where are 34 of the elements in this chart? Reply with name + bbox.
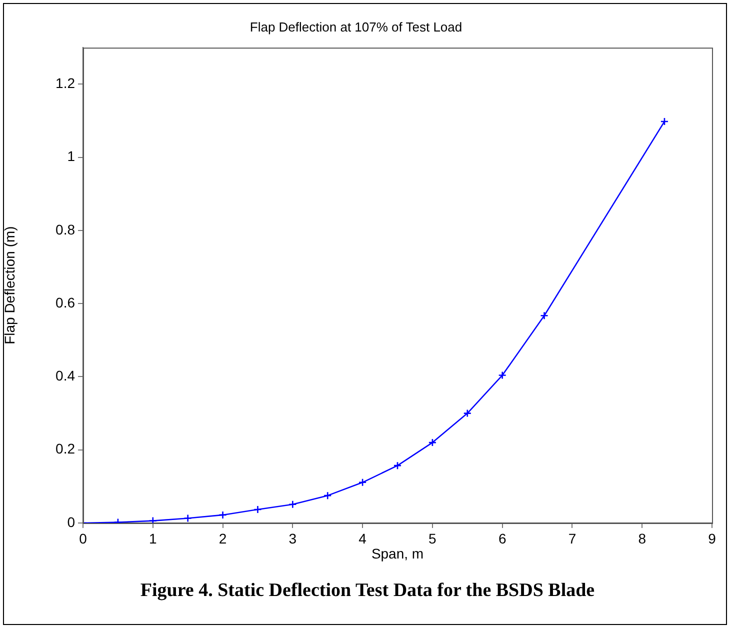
y-tick-label: 0.2 xyxy=(56,440,76,457)
y-tick-label: 0.6 xyxy=(56,294,76,310)
y-tick-label: 0.4 xyxy=(56,368,76,384)
x-tick-label: 3 xyxy=(288,530,297,546)
x-tick-label: 6 xyxy=(498,530,506,546)
x-tick-label: 7 xyxy=(568,530,576,546)
y-tick-label: 0 xyxy=(67,514,76,530)
point xyxy=(428,438,437,447)
x-tick-label: 9 xyxy=(708,530,716,546)
x-tick-label: 4 xyxy=(358,530,367,546)
point xyxy=(254,505,262,514)
y-tick-label: 1.2 xyxy=(56,75,76,92)
chart-title: Flap Deflection at 107% of Test Load xyxy=(250,19,462,34)
y-tick-label: 0.8 xyxy=(56,221,76,238)
point xyxy=(498,371,506,380)
point xyxy=(463,409,472,418)
x-axis-title: Span, m xyxy=(371,545,424,562)
x-tick-label: 0 xyxy=(79,530,88,546)
caption: Figure 4. Static Deflection Test Data for the BSDS Blade xyxy=(139,580,596,602)
x-tick-label: 1 xyxy=(148,530,157,546)
y-axis-title: Flap Deflection (m) xyxy=(1,226,18,344)
point xyxy=(323,491,332,500)
point xyxy=(288,500,297,508)
point xyxy=(660,117,669,126)
point xyxy=(148,516,158,523)
point xyxy=(393,461,402,470)
point xyxy=(218,510,227,520)
y-tick-label: 1 xyxy=(67,148,76,164)
point xyxy=(358,478,367,487)
x-tick-label: 2 xyxy=(218,530,227,546)
point xyxy=(184,514,192,522)
x-tick-label: 5 xyxy=(428,530,437,546)
x-tick-label: 8 xyxy=(638,530,646,546)
point xyxy=(540,312,548,320)
